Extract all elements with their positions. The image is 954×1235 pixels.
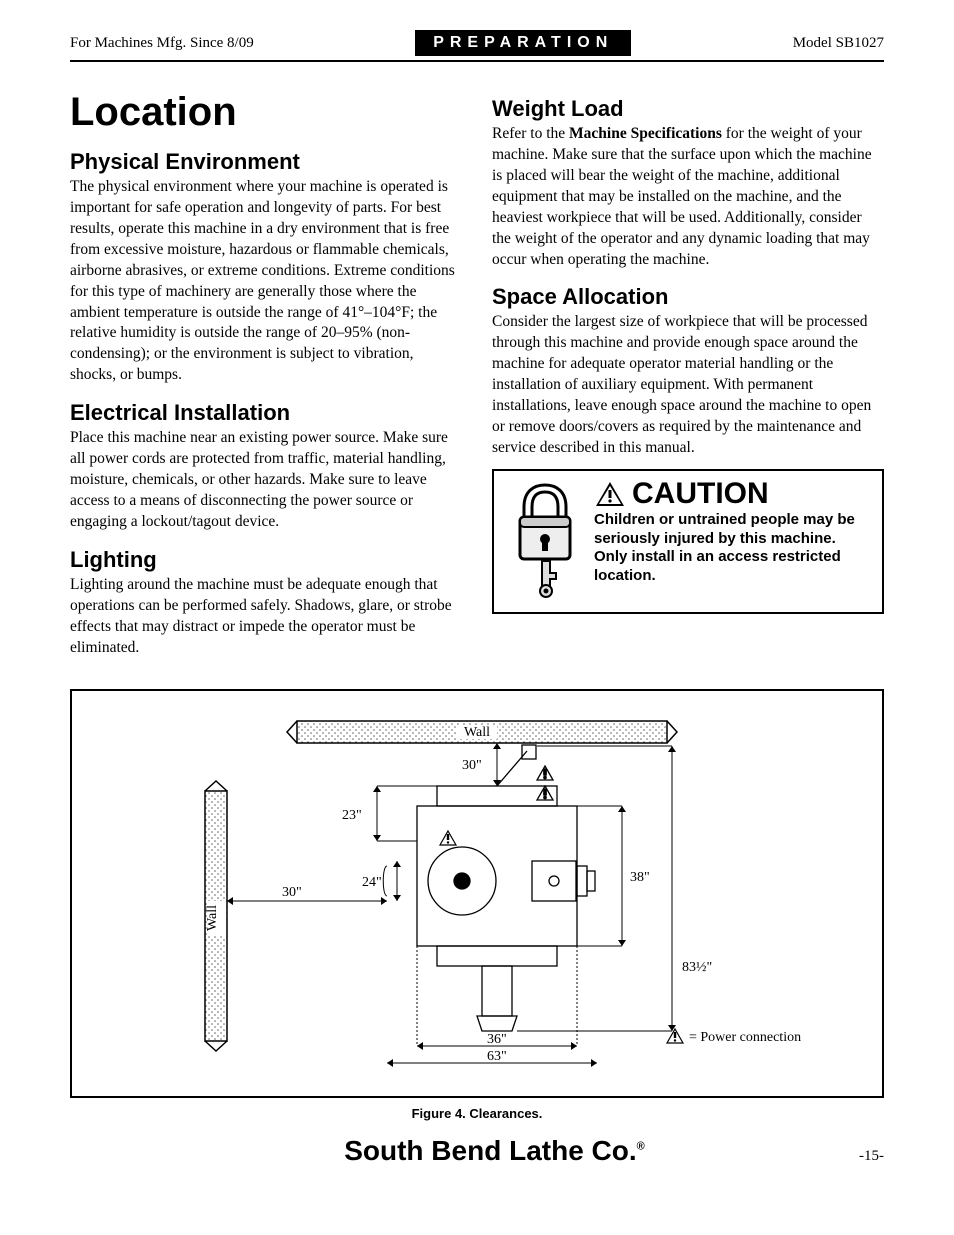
dim-bottom-outer: 63" bbox=[487, 1049, 507, 1064]
power-legend-text: = Power connection bbox=[689, 1030, 801, 1045]
caution-title: CAUTION bbox=[632, 479, 769, 509]
header-left: For Machines Mfg. Since 8/09 bbox=[70, 35, 254, 52]
caution-box: CAUTION Children or untrained people may… bbox=[492, 469, 884, 614]
weight-pre: Refer to the bbox=[492, 125, 569, 142]
footer-brand: South Bend Lathe Co.® bbox=[130, 1135, 859, 1167]
padlock-icon bbox=[504, 479, 586, 604]
header-right: Model SB1027 bbox=[793, 35, 884, 52]
power-icon-machine bbox=[440, 831, 456, 845]
main-title: Location bbox=[70, 90, 462, 135]
caution-title-row: CAUTION bbox=[594, 479, 872, 509]
dim-right-lower: 83½" bbox=[682, 960, 712, 975]
weight-bold: Machine Specifications bbox=[569, 125, 722, 142]
header-center: PREPARATION bbox=[415, 30, 631, 56]
physical-env-title: Physical Environment bbox=[70, 149, 462, 175]
weight-post: for the weight of your machine. Make sur… bbox=[492, 125, 872, 268]
footer: South Bend Lathe Co.® -15- bbox=[70, 1135, 884, 1167]
lighting-body: Lighting around the machine must be adeq… bbox=[70, 575, 462, 659]
weight-title: Weight Load bbox=[492, 96, 884, 122]
clearance-diagram: Wall Wall bbox=[127, 711, 827, 1076]
figure-box: Wall Wall bbox=[70, 689, 884, 1098]
dim-top: 30" bbox=[462, 758, 482, 773]
electrical-title: Electrical Installation bbox=[70, 400, 462, 426]
left-column: Location Physical Environment The physic… bbox=[70, 82, 462, 669]
dim-right: 38" bbox=[630, 870, 650, 885]
physical-env-body: The physical environment where your mach… bbox=[70, 177, 462, 386]
wall-top-label: Wall bbox=[464, 725, 490, 740]
right-column: Weight Load Refer to the Machine Specifi… bbox=[492, 82, 884, 669]
dim-bottom-inner: 36" bbox=[487, 1032, 507, 1047]
warning-triangle-icon bbox=[594, 480, 626, 508]
space-body: Consider the largest size of workpiece t… bbox=[492, 312, 884, 458]
dim-left-upper: 23" bbox=[342, 808, 362, 823]
caution-body: Children or untrained people may be seri… bbox=[594, 511, 872, 586]
figure-caption: Figure 4. Clearances. bbox=[70, 1106, 884, 1121]
wall-left-label: Wall bbox=[205, 904, 220, 930]
footer-page: -15- bbox=[859, 1148, 884, 1165]
weight-body: Refer to the Machine Specifications for … bbox=[492, 124, 884, 270]
lighting-title: Lighting bbox=[70, 547, 462, 573]
page-header: For Machines Mfg. Since 8/09 PREPARATION… bbox=[70, 30, 884, 62]
footer-brand-text: South Bend Lathe Co. bbox=[344, 1135, 636, 1166]
dim-center: 24" bbox=[362, 875, 382, 890]
space-title: Space Allocation bbox=[492, 284, 884, 310]
electrical-body: Place this machine near an existing powe… bbox=[70, 428, 462, 533]
dim-left-arrow: 30" bbox=[282, 885, 302, 900]
